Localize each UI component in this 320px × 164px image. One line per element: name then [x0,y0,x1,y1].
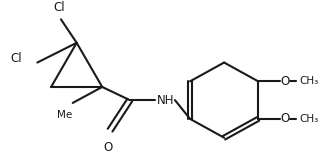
Text: CH₃: CH₃ [300,114,319,124]
Text: NH: NH [156,94,174,107]
Text: Cl: Cl [53,1,65,14]
Text: CH₃: CH₃ [300,76,319,86]
Text: O: O [280,75,289,88]
Text: O: O [280,112,289,125]
Text: Cl: Cl [10,52,22,65]
Text: Me: Me [57,110,73,120]
Text: O: O [103,142,113,154]
